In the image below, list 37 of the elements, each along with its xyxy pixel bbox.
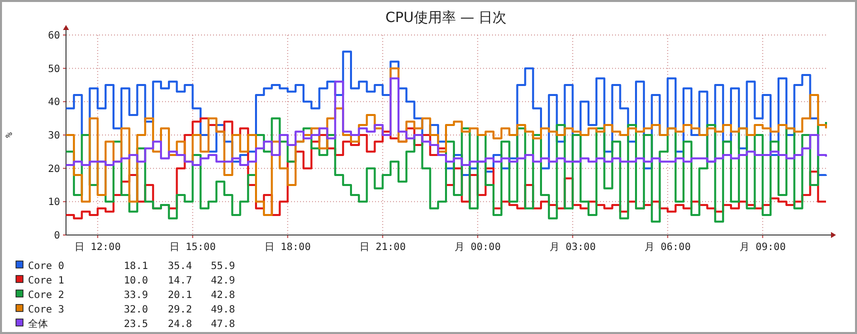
y-tick-label: 50 <box>48 64 60 75</box>
text: 23.5 <box>124 319 148 330</box>
chart-title: CPU使用率 — 日次 <box>385 10 507 26</box>
x-tick-label: 月 00:00 <box>454 242 501 253</box>
text: 49.8 <box>210 304 235 316</box>
x-tick-label: 月 03:00 <box>550 242 596 253</box>
text: 10.0 <box>124 276 148 286</box>
y-tick-label: 60 <box>48 30 60 42</box>
text: 18.1 <box>124 261 148 272</box>
text: 33.9 <box>124 290 148 301</box>
x-tick-label: 月 06:00 <box>644 242 691 253</box>
y-tick-label: 20 <box>48 164 60 175</box>
y-axis-title: % <box>5 132 15 138</box>
text: 29.2 <box>168 304 192 316</box>
x-tick-label: 日 15:00 <box>170 242 216 253</box>
legend-label: 全体 <box>28 318 48 330</box>
text: 42.9 <box>210 276 235 286</box>
x-tick-label: 月 09:00 <box>740 242 786 253</box>
text: 55.9 <box>210 261 235 272</box>
text: 42.8 <box>210 290 235 301</box>
y-tick-label: 30 <box>48 130 60 142</box>
text: 14.7 <box>168 276 192 286</box>
legend-label: Core 2 <box>28 290 64 301</box>
y-tick-label: 40 <box>48 97 60 108</box>
x-tick-label: 日 18:00 <box>264 242 311 253</box>
x-tick-label: 日 12:00 <box>74 242 121 253</box>
text: 35.4 <box>168 261 192 272</box>
text: 47.8 <box>210 319 235 330</box>
text: 20.1 <box>168 290 192 301</box>
legend-label: Core 1 <box>28 276 64 286</box>
y-tick-label: 10 <box>48 197 60 208</box>
x-tick-label: 日 21:00 <box>360 242 406 253</box>
text: 32.0 <box>124 304 148 316</box>
legend-label: Core 3 <box>28 304 64 316</box>
text: 24.8 <box>168 319 192 330</box>
legend-label: Core 0 <box>28 261 64 272</box>
y-tick-label: 0 <box>54 230 60 242</box>
